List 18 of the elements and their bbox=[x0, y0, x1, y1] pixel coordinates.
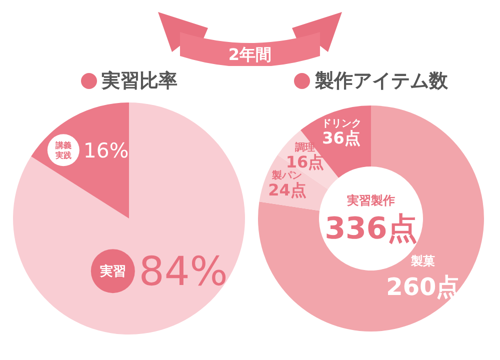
chart-title: 製作アイテム数 bbox=[315, 69, 448, 94]
data-label: 36点 bbox=[322, 128, 360, 148]
donut-slice bbox=[258, 106, 484, 332]
chart-title: 実習比率 bbox=[102, 69, 178, 94]
data-label: 24点 bbox=[268, 180, 306, 200]
text: 336点 bbox=[324, 212, 418, 246]
slice-label: 調理 bbox=[294, 141, 316, 154]
slice-label: 製菓 bbox=[410, 254, 436, 268]
text: 2年間 bbox=[228, 45, 272, 64]
data-label: 84% bbox=[138, 249, 228, 296]
data-label: 16点 bbox=[286, 152, 324, 172]
data-label: 16% bbox=[83, 138, 129, 162]
slice-label: 講義実践 bbox=[54, 140, 72, 160]
slice-label: ドリンク bbox=[321, 118, 362, 130]
text: 実習製作 bbox=[346, 194, 395, 208]
slice-label: 実習 bbox=[98, 264, 126, 280]
slice-label: 製パン bbox=[271, 170, 302, 182]
pie-slice bbox=[13, 102, 245, 334]
